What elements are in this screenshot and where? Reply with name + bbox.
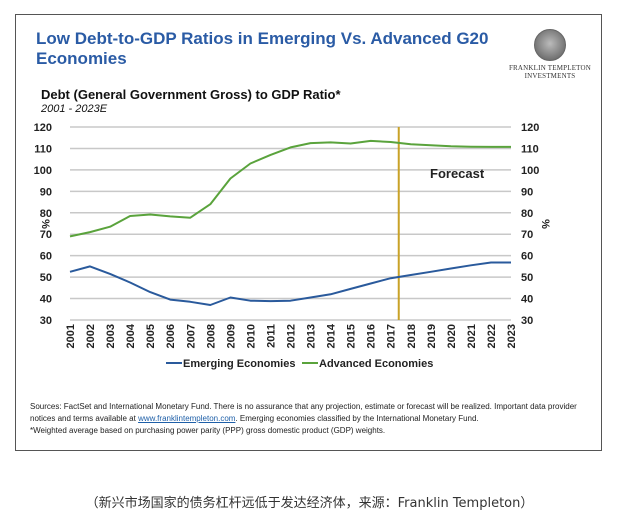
y-tick-label: 90 [40,186,52,198]
legend-label: Emerging Economies [183,358,295,370]
y-tick-label: 30 [521,315,533,327]
y-tick-label: 70 [40,229,52,241]
x-tick-label: 2006 [165,324,177,348]
y-tick-label: 30 [40,315,52,327]
y-tick-label: 110 [521,143,539,155]
chart-title: Debt (General Government Gross) to GDP R… [41,87,341,102]
note-line-3: *Weighted average based on purchasing po… [30,426,386,435]
y-axis-label-left: % [39,219,51,229]
x-tick-label: 2002 [85,324,97,348]
note-text: . Emerging economies classified by the I… [235,414,479,423]
chart-card: Low Debt-to-GDP Ratios in Emerging Vs. A… [15,14,602,451]
y-tick-label: 50 [40,272,52,284]
y-tick-label: 100 [521,165,539,177]
franklintempleton-link[interactable]: www.franklintempleton.com [138,414,236,423]
x-tick-label: 2017 [386,324,398,348]
x-tick-label: 2004 [125,323,137,348]
logo-line-2: INVESTMENTS [524,72,576,80]
note-line-1: Sources: FactSet and International Monet… [30,402,577,411]
y-tick-label: 120 [521,122,539,134]
x-tick-label: 2010 [245,324,257,348]
y-tick-label: 90 [521,186,533,198]
x-axis: 2001 2002 2003 2004 2005 2006 2007 2008 2009 2010… [65,323,518,348]
x-tick-label: 2020 [446,324,458,348]
x-tick-label: 2018 [406,324,418,348]
note-line-2: notices and terms available at www.frank… [30,413,600,425]
chart-headline: Low Debt-to-GDP Ratios in Emerging Vs. A… [36,29,489,68]
y-tick-label: 40 [40,294,52,306]
x-tick-label: 2014 [326,323,338,348]
source-notes: Sources: FactSet and International Monet… [30,401,600,437]
y-tick-label: 80 [521,208,533,220]
series-lines [69,139,511,306]
series-line-emerging-economies [69,261,511,306]
x-tick-label: 2013 [306,324,318,348]
legend: Emerging Economies Advanced Economies [166,358,433,370]
gridlines [70,126,511,321]
x-tick-label: 2011 [265,324,277,348]
y-tick-label: 70 [521,229,533,241]
x-tick-label: 2001 [65,324,77,348]
series-line-advanced-economies [69,139,511,238]
y-tick-label: 40 [521,294,533,306]
image-caption: （新兴市场国家的债务杠杆远低于发达经济体，来源：Franklin Templet… [85,496,534,511]
legend-label: Advanced Economies [319,358,433,370]
x-tick-label: 2003 [105,324,117,348]
y-axis-left: 30 40 50 60 70 80 90 100 110 120 [34,122,52,327]
chart-subtitle: 2001 - 2023E [41,103,108,115]
x-tick-label: 2023 [506,324,518,348]
x-tick-label: 2021 [466,324,478,348]
y-axis-right: 30 40 50 60 70 80 90 100 110 120 [521,122,539,327]
x-tick-label: 2008 [205,324,217,348]
x-tick-label: 2005 [145,324,157,348]
x-tick-label: 2009 [225,324,237,348]
y-tick-label: 60 [40,251,52,263]
x-tick-label: 2022 [486,324,498,348]
y-tick-label: 100 [34,165,52,177]
portrait-icon [534,29,566,61]
y-tick-label: 60 [521,251,533,263]
y-tick-label: 120 [34,122,52,134]
franklin-templeton-logo: FRANKLIN TEMPLETON INVESTMENTS [502,29,598,80]
forecast-label: Forecast [430,166,485,181]
x-tick-label: 2019 [426,324,438,348]
y-tick-label: 80 [40,208,52,220]
x-tick-label: 2012 [286,324,298,348]
x-tick-label: 2007 [185,324,197,348]
note-text: notices and terms available at [30,414,139,423]
x-tick-label: 2015 [346,324,358,348]
y-axis-label-right: % [539,219,551,229]
logo-line-1: FRANKLIN TEMPLETON [508,64,592,72]
y-tick-label: 110 [34,143,52,155]
x-tick-label: 2016 [366,324,378,348]
y-tick-label: 50 [521,272,533,284]
